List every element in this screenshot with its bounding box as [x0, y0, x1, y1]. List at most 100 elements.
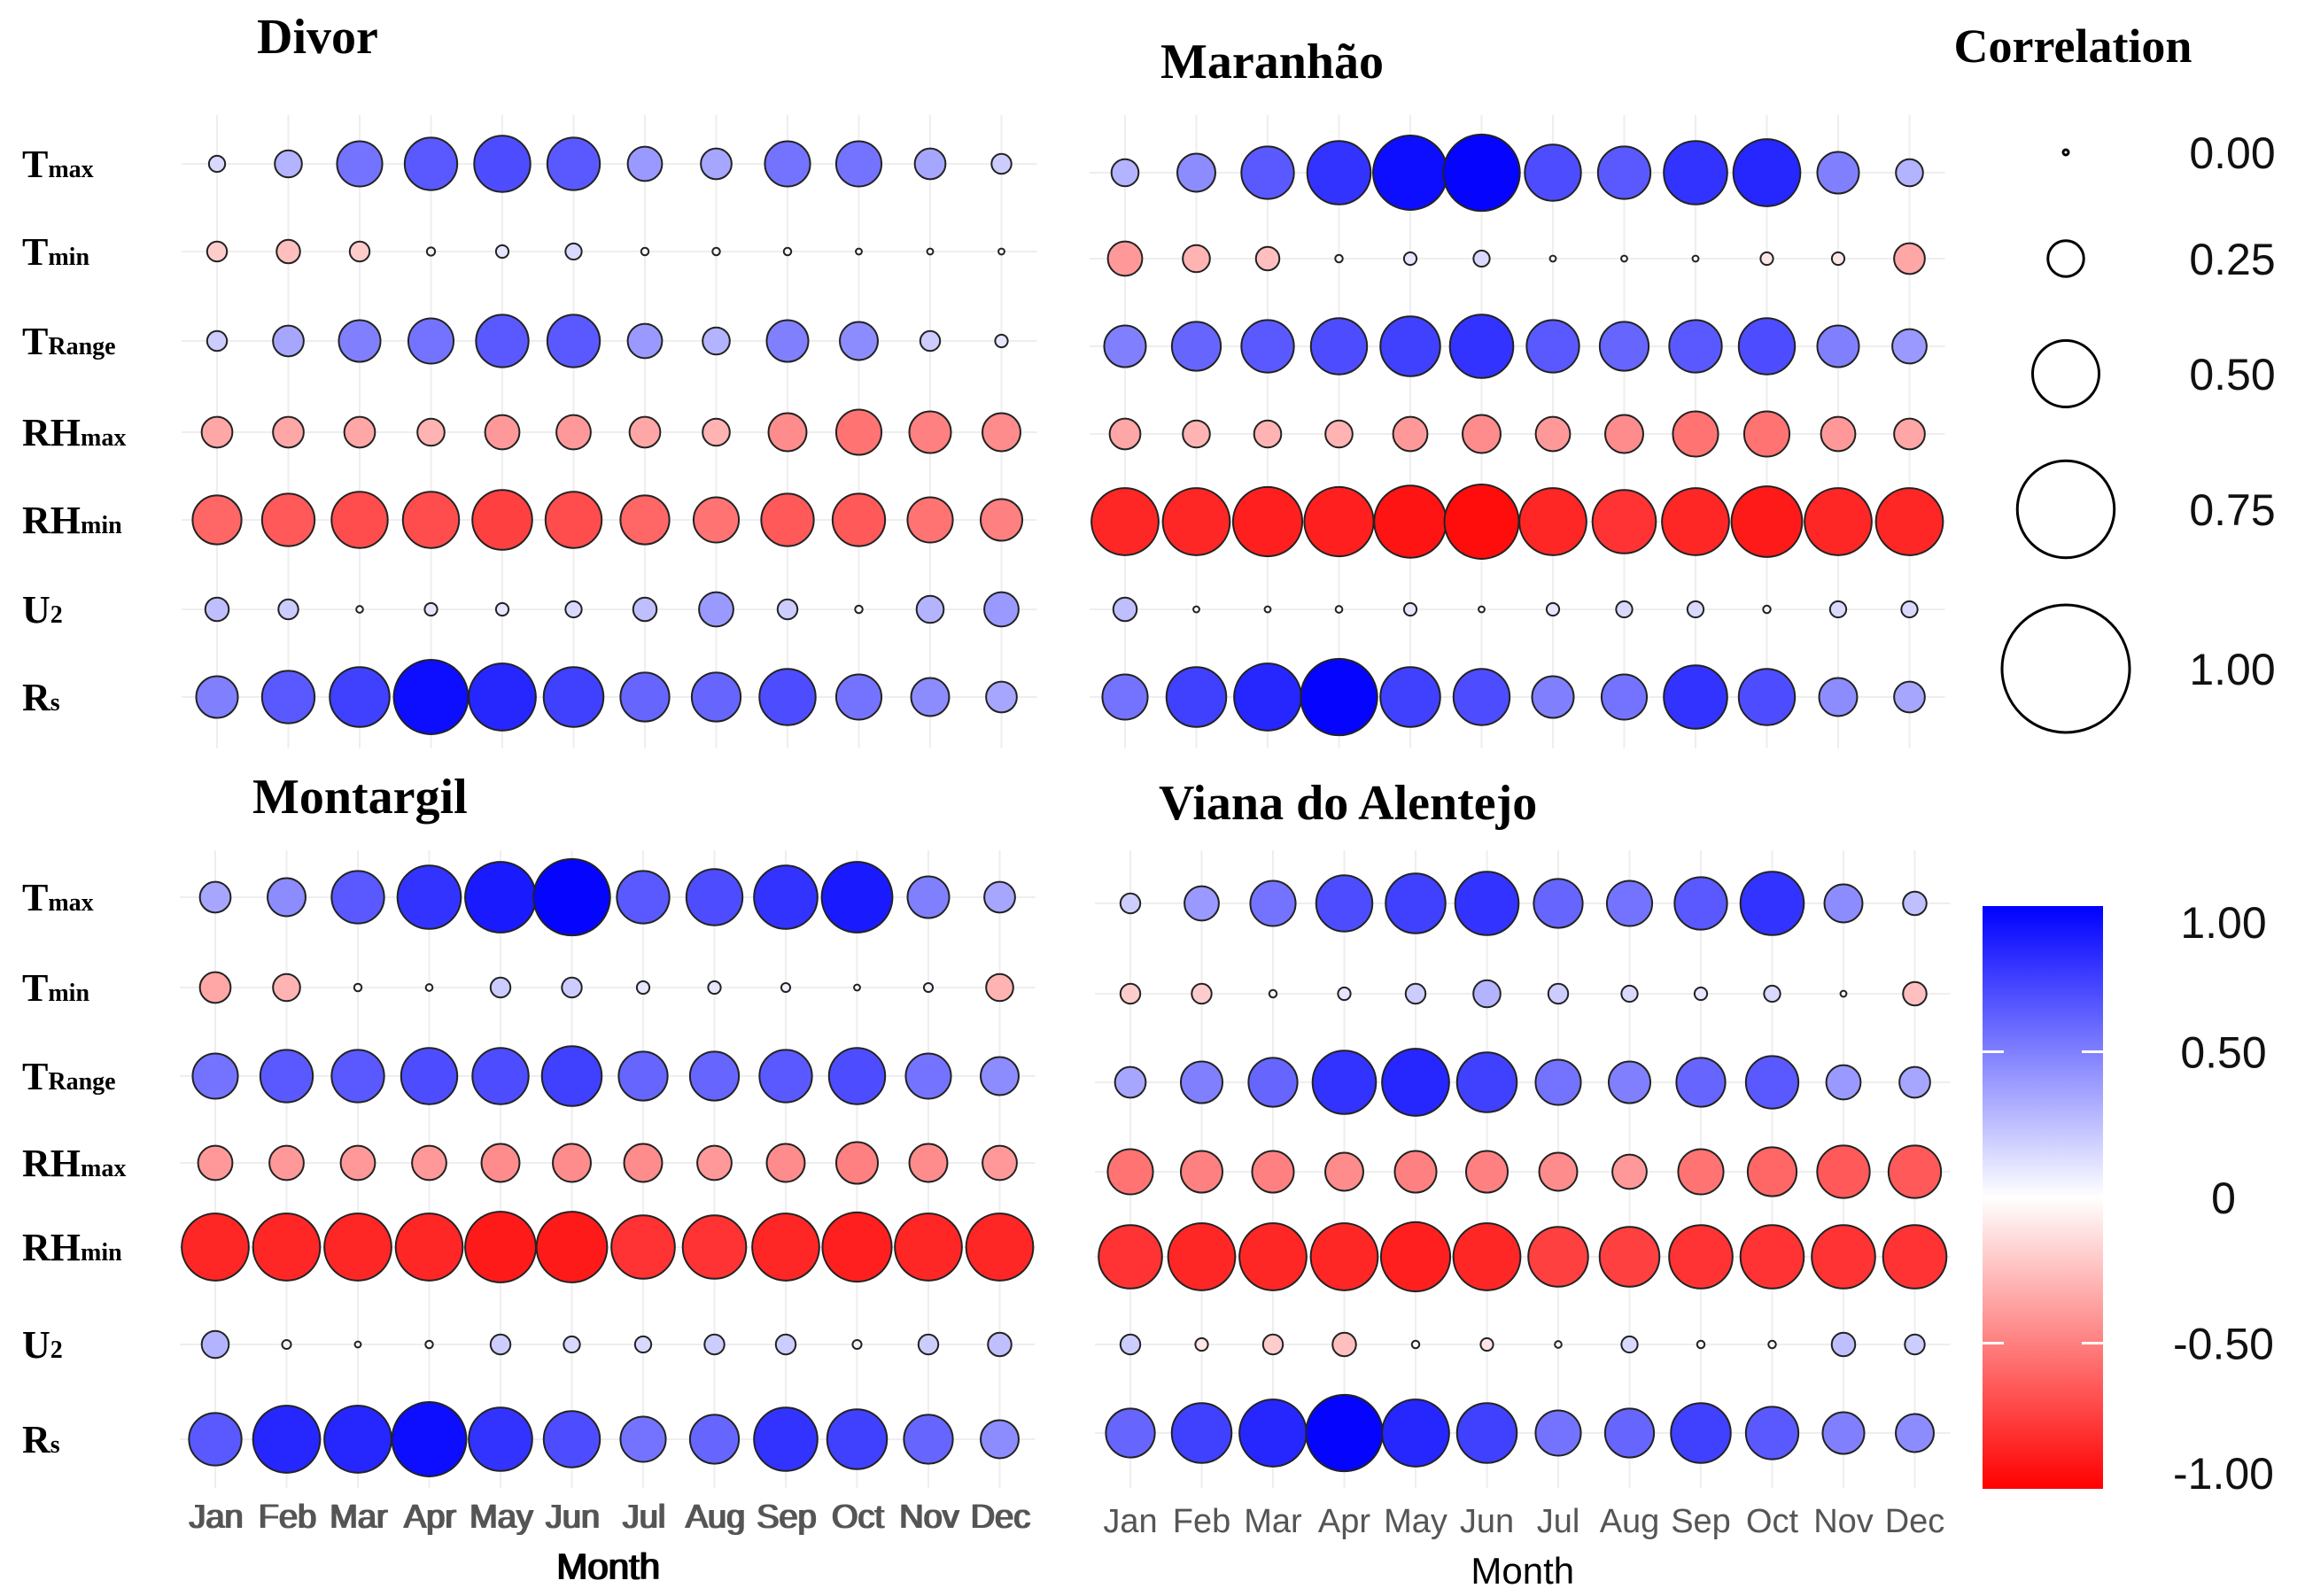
bubble-point: [906, 496, 954, 544]
bubble-point: [394, 1212, 464, 1282]
bubble-point: [751, 1212, 820, 1282]
month-tick-label: Oct: [1746, 1503, 1799, 1540]
bubble-point: [423, 601, 438, 617]
bubble-point: [188, 1412, 243, 1467]
bubble-point: [1691, 254, 1700, 263]
bubble-point: [330, 1049, 385, 1104]
bubble-point: [688, 1414, 741, 1465]
bubble-point: [1811, 1224, 1876, 1290]
panel-title: Maranhão: [1160, 35, 1384, 89]
month-tick-label: Jan: [188, 1499, 242, 1536]
bubble-point: [198, 971, 232, 1004]
color-legend-label: -0.50: [2173, 1320, 2274, 1369]
bubble-point: [1603, 1407, 1656, 1459]
bubble-point: [1605, 879, 1654, 927]
bubble-point: [1448, 314, 1515, 379]
bubble-point: [274, 149, 303, 179]
bubble-point: [983, 880, 1016, 914]
bubble-point: [854, 604, 864, 615]
bubble-point: [1106, 240, 1144, 277]
panel-4: Viana do Alentejo Jan Feb Mar Apr May Jun Jul Au…: [1095, 776, 1951, 1592]
bubble-point: [619, 494, 671, 546]
bubble-point: [403, 136, 459, 191]
bubble-point: [1670, 1402, 1732, 1464]
bubble-point: [834, 673, 883, 721]
bubble-point: [626, 145, 664, 182]
bubble-point: [1839, 989, 1848, 998]
bubble-point: [1820, 415, 1857, 453]
month-tick-label: Sep: [1671, 1503, 1731, 1540]
bubble-point: [1108, 417, 1142, 451]
bubble-point: [1402, 601, 1418, 617]
bubble-point: [782, 246, 793, 257]
size-legend-label: 0.50: [2189, 350, 2275, 399]
variable-label: Tmax: [22, 876, 94, 919]
month-tick-label: Dec: [970, 1499, 1030, 1536]
bubble-point: [1379, 315, 1441, 377]
month-tick-label: Nov: [1813, 1503, 1874, 1540]
bubble-point: [1742, 410, 1791, 458]
variable-label: RHmin: [22, 1226, 122, 1269]
bubble-point: [336, 140, 384, 188]
bubble-point: [985, 972, 1014, 1003]
bubble-point: [1112, 596, 1138, 623]
bubble-point: [1524, 143, 1582, 202]
bubble-point: [1253, 419, 1283, 449]
bubble-point: [1547, 982, 1570, 1005]
panel-title: Montargil: [252, 770, 468, 825]
month-tick-label: Jan: [190, 1499, 244, 1536]
bubble-point: [1331, 1331, 1357, 1358]
bubble-point: [1744, 1055, 1800, 1110]
bubble-point: [894, 1212, 963, 1282]
bubble-point: [1598, 321, 1650, 372]
variable-label: U2: [22, 588, 63, 631]
bubble-point: [767, 412, 808, 453]
bubble-point: [753, 864, 819, 930]
bubble-point: [1300, 657, 1378, 737]
bubble-point: [1518, 487, 1587, 556]
x-axis-title: Month: [557, 1546, 661, 1587]
bubble-point: [1874, 487, 1944, 556]
bubble-point: [990, 152, 1013, 175]
bubble-point: [252, 1405, 322, 1474]
bubble-point: [1110, 158, 1140, 188]
bubble-point: [980, 1419, 1020, 1460]
bubble-point: [489, 976, 512, 999]
bubble-point: [1675, 1057, 1727, 1108]
month-tick-label: Apr: [1318, 1503, 1370, 1540]
bubble-point: [965, 1212, 1035, 1282]
bubble-point: [1821, 1411, 1866, 1455]
bubble-point: [1263, 605, 1272, 614]
bubble-point: [1762, 604, 1772, 615]
bubble-point: [353, 1340, 362, 1349]
bubble-point: [416, 417, 446, 447]
bubble-point: [1455, 1051, 1518, 1113]
bubble-point: [1600, 673, 1649, 721]
bubble-point: [200, 1329, 230, 1360]
bubble-point: [765, 319, 810, 363]
bubble-point: [1818, 677, 1859, 717]
bubble-point: [776, 598, 799, 621]
bubble-point: [1677, 1148, 1725, 1196]
bubble-point: [1534, 1409, 1582, 1457]
bubble-point: [640, 246, 650, 257]
variable-label: RHmax: [22, 411, 126, 454]
bubble-point: [1240, 319, 1295, 374]
bubble-point: [1538, 1151, 1579, 1192]
bubble-point: [1452, 668, 1511, 726]
bubble-point: [1180, 1150, 1223, 1194]
bubble-point: [1904, 1333, 1926, 1356]
bubble-point: [260, 670, 316, 724]
bubble-point: [834, 140, 883, 188]
bubble-point: [1247, 1057, 1299, 1108]
bubble-point: [685, 868, 744, 926]
bubble-point: [532, 857, 611, 937]
bubble-point: [1167, 1222, 1237, 1291]
bubble-point: [1379, 1220, 1452, 1293]
bubble-point: [906, 875, 951, 919]
size-legend-label: 0.75: [2189, 485, 2275, 535]
month-tick-label: Oct: [831, 1499, 884, 1536]
panel-title: Divor: [257, 10, 378, 65]
bubble-point: [1306, 140, 1372, 205]
bubble-point: [480, 1143, 521, 1183]
